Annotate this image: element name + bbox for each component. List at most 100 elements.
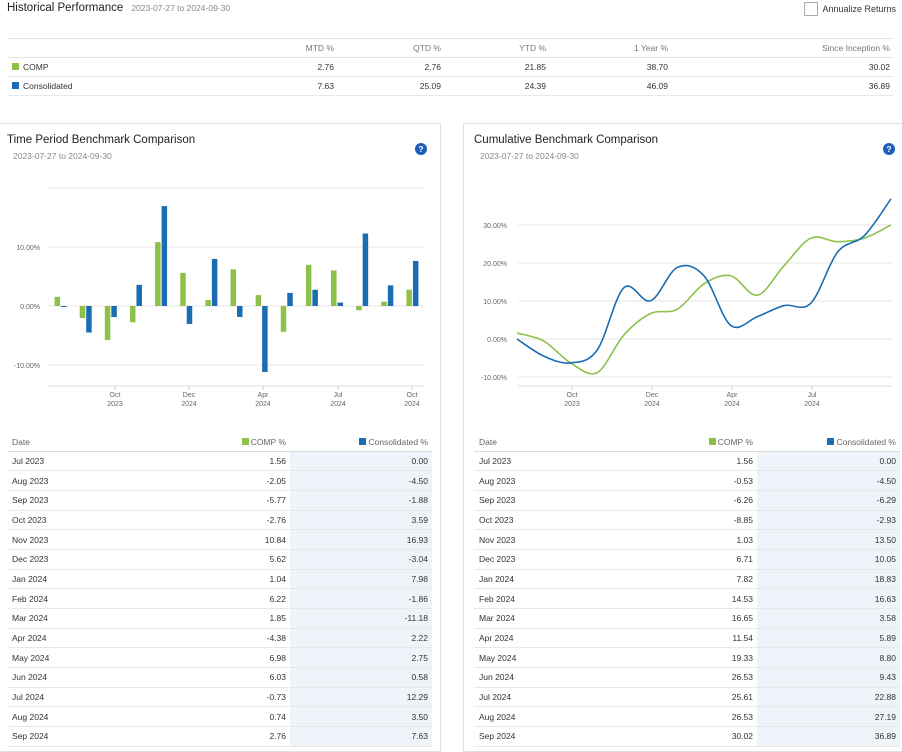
bar-comp bbox=[280, 306, 287, 332]
date-cell: Jan 2024 bbox=[474, 569, 615, 590]
summary-header-name bbox=[7, 38, 207, 58]
table-row: Aug 2023 -0.53 -4.50 bbox=[474, 470, 900, 491]
bar-comp bbox=[79, 306, 86, 319]
bar-comp bbox=[381, 301, 387, 306]
x-tick-label: 2024 bbox=[330, 401, 346, 408]
page-header: Historical Performance 2023-07-27 to 202… bbox=[7, 2, 230, 18]
table-header-row: Date COMP % Consolidated % bbox=[474, 433, 900, 452]
comp-cell: -0.73 bbox=[147, 687, 290, 708]
cumulative-table: Date COMP % Consolidated % Jul 2023 1.56 0… bbox=[474, 433, 900, 747]
time-period-range: 2023-07-27 to 2024-09-30 bbox=[13, 151, 112, 161]
date-cell: Mar 2024 bbox=[474, 608, 615, 629]
comp-cell: 26.53 bbox=[615, 667, 757, 688]
bar-consolidated bbox=[362, 233, 369, 306]
bar-comp bbox=[230, 269, 236, 306]
date-cell: Jul 2023 bbox=[7, 451, 147, 472]
comp-cell: -0.53 bbox=[615, 470, 757, 491]
x-tick-label: Oct bbox=[567, 392, 578, 399]
consolidated-cell: 5.89 bbox=[757, 628, 900, 649]
summary-cell: 21.85 bbox=[444, 57, 549, 77]
annualize-label: Annualize Returns bbox=[822, 4, 896, 14]
bar-consolidated bbox=[337, 302, 344, 306]
table-row: Nov 2023 1.03 13.50 bbox=[474, 529, 900, 550]
consolidated-cell: -4.50 bbox=[290, 470, 432, 491]
consolidated-cell: -11.18 bbox=[290, 608, 432, 629]
table-row: Sep 2023 -6.26 -6.29 bbox=[474, 490, 900, 511]
header-date[interactable]: Date bbox=[474, 433, 615, 452]
summary-header-qtd[interactable]: QTD % bbox=[337, 38, 444, 58]
consolidated-cell: 10.05 bbox=[757, 549, 900, 570]
x-tick-label: 2024 bbox=[181, 401, 197, 408]
bar-comp bbox=[180, 272, 186, 306]
y-tick-label: 10.00% bbox=[16, 245, 40, 252]
help-icon[interactable]: ? bbox=[883, 143, 895, 155]
header-consolidated[interactable]: Consolidated % bbox=[290, 433, 432, 452]
summary-table: MTD % QTD % YTD % 1 Year % Since Incepti… bbox=[7, 38, 893, 96]
cumulative-panel: Cumulative Benchmark Comparison 2023-07-… bbox=[463, 123, 902, 752]
header-consolidated-label: Consolidated % bbox=[368, 436, 428, 447]
comp-cell: 25.61 bbox=[615, 687, 757, 708]
consolidated-cell: 13.50 bbox=[757, 529, 900, 550]
consolidated-cell: -3.04 bbox=[290, 549, 432, 570]
comp-cell: 1.85 bbox=[147, 608, 290, 629]
comp-cell: 26.53 bbox=[615, 706, 757, 728]
summary-cell: 25.09 bbox=[337, 76, 444, 96]
table-row: Jun 2024 6.03 0.58 bbox=[7, 667, 432, 688]
annualize-checkbox[interactable] bbox=[804, 2, 819, 16]
consolidated-cell: 7.98 bbox=[290, 569, 432, 590]
summary-cell: 38.70 bbox=[549, 57, 671, 77]
bar-consolidated bbox=[136, 284, 142, 306]
consolidated-cell: 0.00 bbox=[757, 451, 900, 472]
consolidated-cell: 18.83 bbox=[757, 569, 900, 590]
line-consolidated bbox=[516, 198, 892, 364]
comp-cell: -6.26 bbox=[615, 490, 757, 511]
annualize-returns-toggle[interactable]: Annualize Returns bbox=[804, 2, 896, 16]
table-row: Mar 2024 1.85 -11.18 bbox=[7, 608, 432, 629]
table-row: Jun 2024 26.53 9.43 bbox=[474, 667, 900, 688]
bar-consolidated bbox=[86, 306, 92, 333]
date-cell: Jul 2024 bbox=[474, 687, 615, 708]
bar-consolidated bbox=[312, 289, 318, 306]
summary-header-mtd[interactable]: MTD % bbox=[207, 38, 337, 58]
y-tick-label: -10.00% bbox=[14, 363, 40, 370]
date-cell: Dec 2023 bbox=[474, 549, 615, 570]
header-consolidated[interactable]: Consolidated % bbox=[757, 433, 900, 452]
consolidated-swatch bbox=[827, 437, 835, 445]
table-row: Mar 2024 16.65 3.58 bbox=[474, 608, 900, 629]
cumulative-title: Cumulative Benchmark Comparison bbox=[474, 134, 659, 146]
date-cell: Sep 2024 bbox=[7, 726, 147, 747]
x-tick-label: Jul bbox=[334, 392, 343, 399]
summary-header-since-inception[interactable]: Since Inception % bbox=[671, 38, 893, 58]
header-comp[interactable]: COMP % bbox=[147, 433, 290, 452]
table-row: Jul 2024 25.61 22.88 bbox=[474, 687, 900, 708]
page-date-range: 2023-07-27 to 2024-09-30 bbox=[131, 3, 231, 13]
summary-row-name: Consolidated bbox=[23, 81, 73, 91]
comp-cell: 30.02 bbox=[615, 726, 757, 747]
header-comp-label: COMP % bbox=[717, 436, 753, 447]
table-row: Nov 2023 10.84 16.93 bbox=[7, 529, 432, 550]
table-row: May 2024 19.33 8.80 bbox=[474, 647, 900, 669]
y-tick-label: 30.00% bbox=[483, 223, 507, 230]
date-cell: Apr 2024 bbox=[474, 628, 615, 649]
bar-comp bbox=[205, 299, 211, 306]
comp-cell: 5.62 bbox=[147, 549, 290, 570]
bar-consolidated bbox=[211, 258, 218, 306]
summary-header-ytd[interactable]: YTD % bbox=[444, 38, 549, 58]
table-row: Jan 2024 1.04 7.98 bbox=[7, 569, 432, 590]
consolidated-cell: 16.63 bbox=[757, 588, 900, 609]
bar-comp bbox=[305, 264, 312, 306]
help-icon[interactable]: ? bbox=[415, 143, 427, 155]
comp-cell: 10.84 bbox=[147, 529, 290, 550]
summary-cell: 7.63 bbox=[207, 76, 337, 96]
header-comp[interactable]: COMP % bbox=[615, 433, 757, 452]
header-date[interactable]: Date bbox=[7, 433, 147, 452]
bar-consolidated bbox=[186, 306, 193, 324]
bar-comp bbox=[356, 306, 362, 311]
date-cell: Nov 2023 bbox=[474, 529, 615, 550]
date-cell: Jun 2024 bbox=[7, 667, 147, 688]
consolidated-cell: 2.75 bbox=[290, 647, 432, 669]
summary-header-1year[interactable]: 1 Year % bbox=[549, 38, 671, 58]
bar-comp bbox=[255, 295, 262, 306]
table-row: Feb 2024 14.53 16.63 bbox=[474, 588, 900, 609]
x-tick-label: 2024 bbox=[255, 401, 271, 408]
